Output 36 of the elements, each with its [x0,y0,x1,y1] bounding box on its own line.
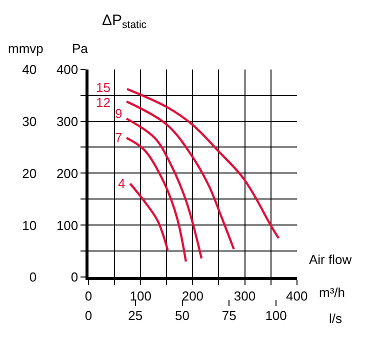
line-series [129,182,169,252]
y-tick-label: 300 [56,114,78,129]
y2-axis-title: mmvp [8,41,44,56]
y-tick-label: 200 [56,166,78,181]
x2-tick-label: 25 [128,308,143,324]
series-label: 12 [96,95,110,110]
x-tick-label: 0 [84,288,92,304]
line-series [125,136,188,263]
chart-title: ΔP$_{static}$ [102,12,147,32]
y-tick-label: 400 [56,62,78,77]
y2-tick-label: 30 [22,114,37,129]
y-tick-label: 0 [70,270,78,285]
x2-tick-label: 50 [175,308,190,324]
y-tick-label: 100 [56,218,78,233]
x2-axis-title: l/s [329,311,342,326]
x-tick-label: 400 [286,288,308,304]
x-tick-label: 300 [234,288,256,304]
x2-tick-label: 75 [222,308,236,324]
line-series [125,100,235,250]
line-series [126,88,280,240]
x-axis-title: m³/h [319,285,345,300]
x2-tick-label: 100 [265,308,287,324]
series-label: 4 [118,176,126,191]
series-label: 15 [96,80,110,95]
y2-tick-label: 20 [22,166,37,181]
line-series [125,118,203,260]
x-tick-label: 100 [130,288,152,304]
series-label: 7 [115,130,122,145]
y2-tick-label: 0 [29,270,37,285]
y2-tick-label: 40 [22,62,37,77]
text: Air flow [309,252,352,267]
x-tick-label: 200 [182,288,204,304]
y2-tick-label: 10 [22,218,37,233]
y-axis-title: Pa [72,41,89,56]
x2-tick-label: 0 [84,308,92,324]
series-label: 9 [115,106,122,121]
